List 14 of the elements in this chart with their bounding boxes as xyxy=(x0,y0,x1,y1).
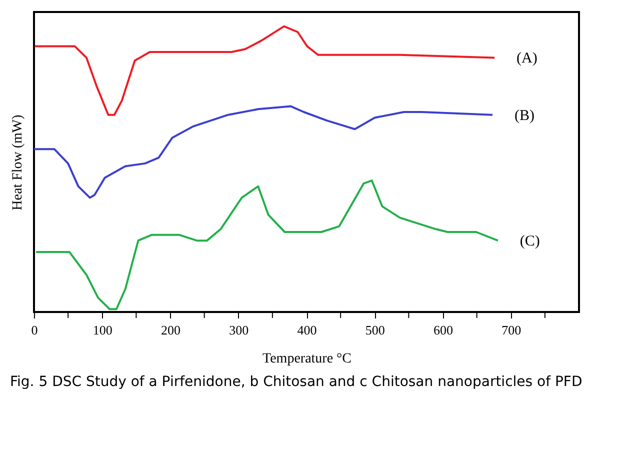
x-tick-label: 700 xyxy=(502,322,522,338)
x-tick-label: 0 xyxy=(31,322,38,338)
x-tick-label: 600 xyxy=(434,322,453,338)
x-tick-label: 500 xyxy=(365,322,385,338)
x-tick-label: 400 xyxy=(297,322,317,338)
y-axis-title: Heat Flow (mW) xyxy=(10,114,26,210)
x-axis-title: Temperature °C xyxy=(262,352,352,366)
x-tick-label: 100 xyxy=(92,322,112,338)
series-label: (B) xyxy=(514,108,534,124)
series-label: (C) xyxy=(520,234,540,250)
caption: Fig. 5 DSC Study of a Pirfenidone, b Chitosan and c Chitosan nanoparticles of PFD xyxy=(10,374,582,390)
x-tick-label: 300 xyxy=(229,322,249,338)
x-tick-label: 200 xyxy=(161,322,180,338)
series-label: (A) xyxy=(516,50,538,67)
